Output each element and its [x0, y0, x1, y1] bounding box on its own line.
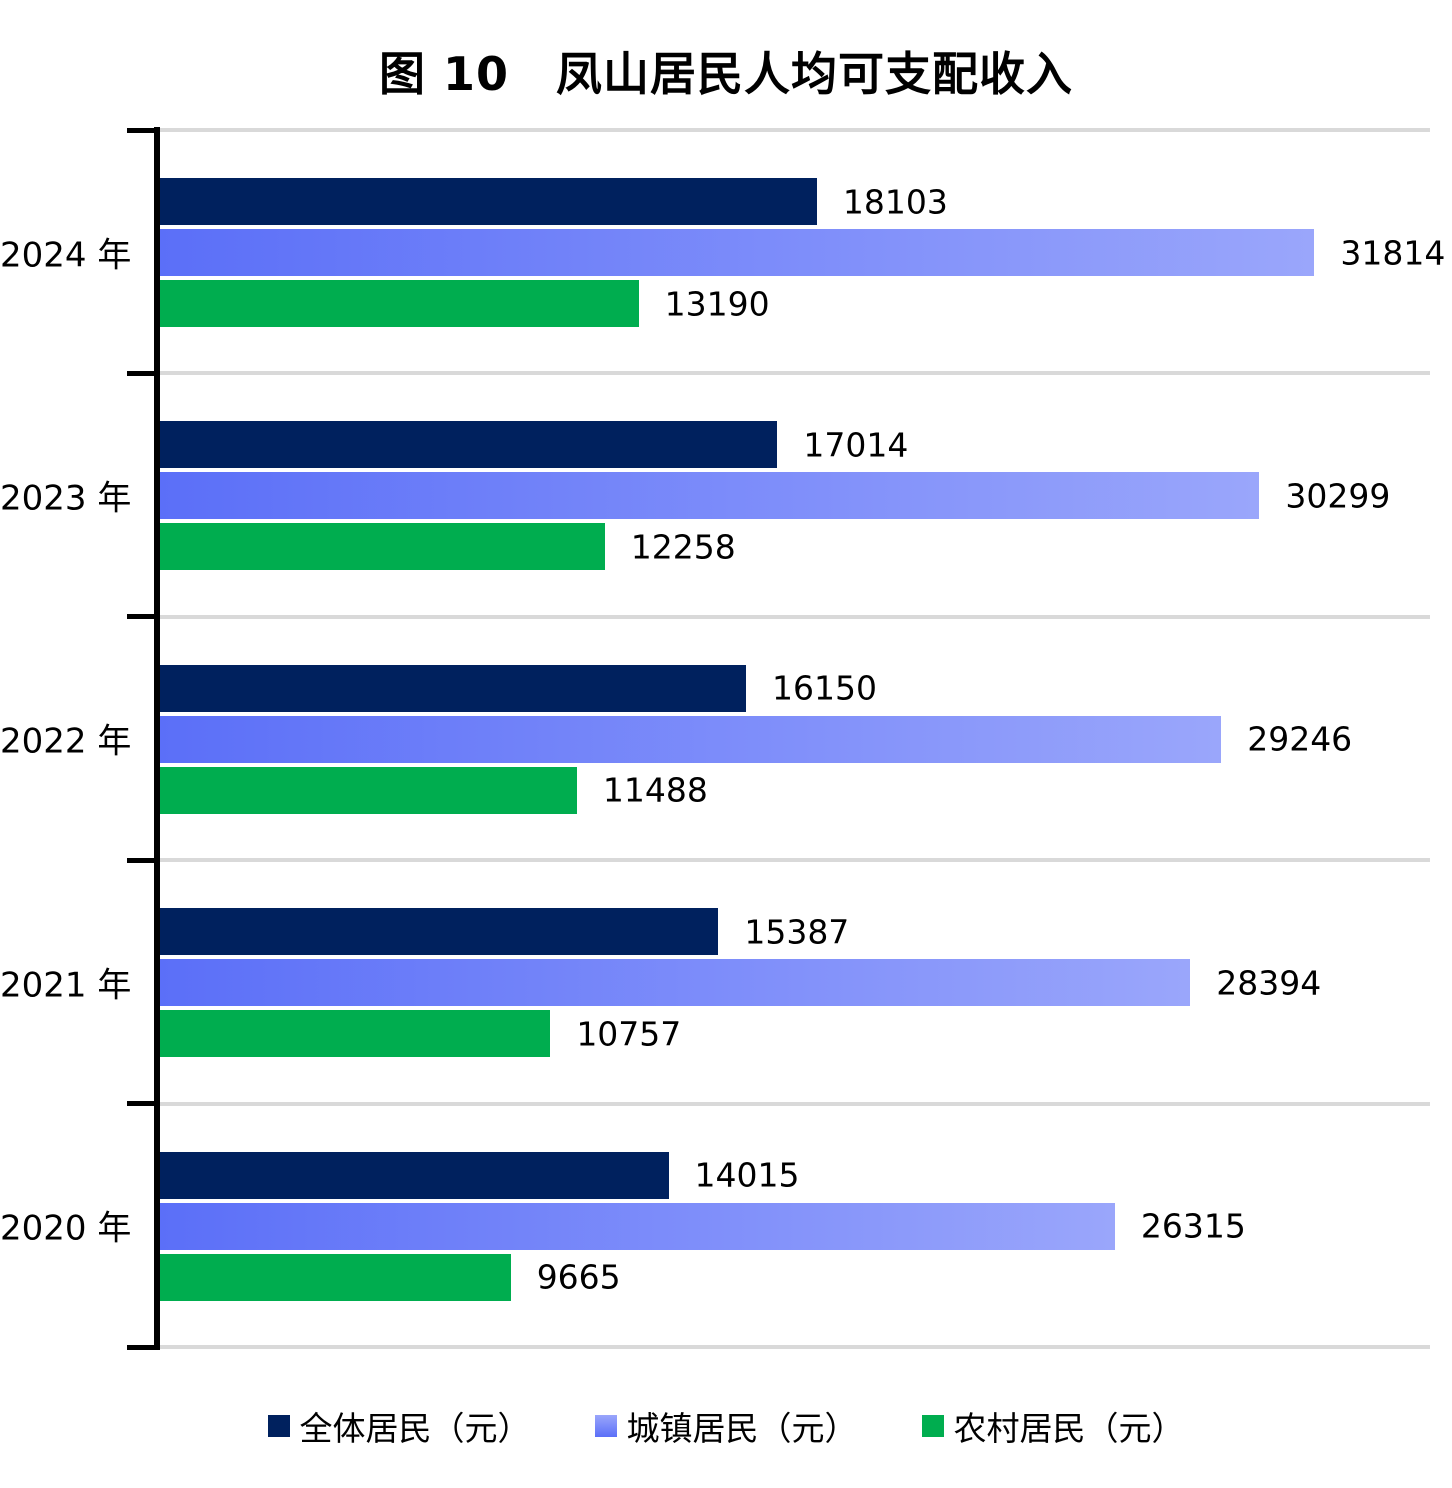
- category-row: 2020 年 14015 26315 9665: [0, 1104, 1430, 1347]
- category-row: 2022 年 16150 29246 11488: [0, 617, 1430, 860]
- bar-series-2: [160, 229, 1315, 276]
- value-label: 31814: [1340, 233, 1446, 272]
- category-row: 2021 年 15387 28394 10757: [0, 860, 1430, 1103]
- category-label: 2022 年: [0, 721, 132, 762]
- axis-tick: [127, 1101, 154, 1107]
- category-label: 2024 年: [0, 235, 132, 276]
- bar-series-2: [160, 472, 1260, 520]
- category-gridline: [160, 614, 1430, 619]
- category-gridline: [160, 371, 1430, 376]
- bar-series-1: [160, 664, 746, 712]
- bar-series-3: [160, 523, 605, 571]
- category-label: 2021 年: [0, 965, 132, 1006]
- category-gridline: [160, 1101, 1430, 1106]
- value-label: 13190: [664, 284, 770, 323]
- legend-swatch-icon: [594, 1415, 617, 1437]
- bar-series-1: [160, 421, 778, 469]
- axis-tick: [127, 370, 154, 376]
- category-label: 2020 年: [0, 1208, 132, 1249]
- category-row: 2023 年 17014 30299 12258: [0, 373, 1430, 616]
- axis-tick: [127, 857, 154, 863]
- legend-item-series-1: 全体居民（元）: [267, 1402, 531, 1450]
- value-label: 12258: [630, 527, 736, 567]
- bar-series-2: [160, 715, 1222, 763]
- axis-tick: [127, 127, 154, 133]
- value-label: 18103: [842, 182, 948, 221]
- bar-series-1: [160, 178, 817, 225]
- bar-series-3: [160, 766, 577, 814]
- value-label: 16150: [772, 668, 877, 708]
- legend-swatch-icon: [921, 1415, 944, 1437]
- legend: 全体居民（元） 城镇居民（元） 农村居民（元）: [0, 1402, 1452, 1450]
- category-gridline: [160, 1345, 1430, 1349]
- category-label: 2023 年: [0, 478, 132, 519]
- legend-label: 城镇居民（元）: [626, 1409, 858, 1448]
- value-label: 15387: [744, 912, 850, 952]
- value-label: 10757: [576, 1014, 682, 1054]
- axis-tick: [127, 1344, 154, 1350]
- value-label: 26315: [1140, 1206, 1246, 1246]
- chart-title: 图 10 凤山居民人均可支配收入: [378, 47, 1074, 101]
- bar-series-1: [160, 1151, 669, 1199]
- value-label: 11488: [602, 770, 708, 810]
- category-row: 2024 年 18103 31814 13190: [0, 130, 1445, 373]
- bar-series-1: [160, 908, 719, 956]
- value-label: 30299: [1285, 476, 1391, 516]
- value-label: 17014: [803, 425, 909, 465]
- category-gridline: [160, 128, 1430, 132]
- value-label: 14015: [694, 1155, 800, 1195]
- y-axis-line: [154, 127, 160, 1350]
- axis-tick: [127, 614, 154, 620]
- legend-swatch-icon: [267, 1415, 290, 1437]
- category-gridline: [160, 858, 1430, 863]
- value-label: 28394: [1216, 963, 1322, 1003]
- value-label: 9665: [536, 1257, 621, 1297]
- legend-item-series-3: 农村居民（元）: [921, 1402, 1185, 1450]
- bar-series-2: [160, 959, 1191, 1007]
- bar-series-3: [160, 280, 639, 327]
- value-label: 29246: [1247, 719, 1353, 759]
- bar-series-2: [160, 1202, 1115, 1250]
- plot-area: 2024 年 18103 31814 13190 2023 年 17014 30299 122…: [0, 127, 1445, 1350]
- bar-series-3: [160, 1010, 551, 1058]
- legend-item-series-2: 城镇居民（元）: [594, 1402, 858, 1450]
- legend-label: 农村居民（元）: [953, 1409, 1185, 1448]
- bar-series-3: [160, 1253, 511, 1301]
- legend-label: 全体居民（元）: [299, 1409, 531, 1448]
